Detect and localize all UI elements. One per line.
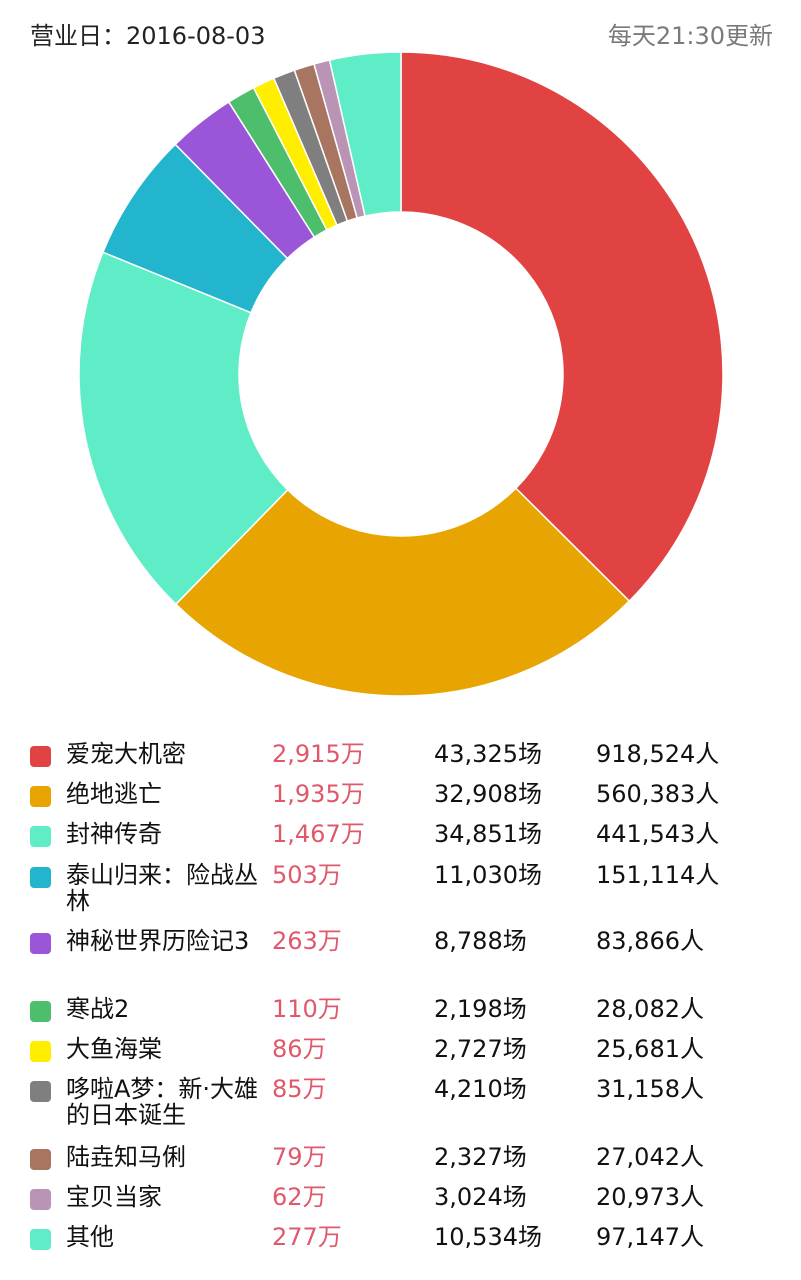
legend-film-name: 大鱼海棠 (66, 1035, 162, 1063)
donut-slice-2 (174, 487, 631, 697)
legend-row: 哆啦A梦：新·大雄的日本诞生 85万 4,210场 31,158人 (0, 1073, 801, 1141)
donut-slice-1 (400, 51, 724, 603)
legend-row: 其他 277万 10,534场 97,147人 (0, 1221, 801, 1261)
legend-swatch (30, 786, 51, 807)
legend-shows: 11,030场 (434, 861, 542, 889)
legend-box-office: 1,935万 (272, 780, 365, 808)
donut-slice-3 (78, 251, 289, 606)
legend-box-office: 1,467万 (272, 820, 365, 848)
legend-film-name: 绝地逃亡 (66, 780, 162, 808)
chart-header: 营业日：2016-08-03 每天21:30更新 (0, 0, 801, 60)
legend-box-office: 263万 (272, 927, 342, 955)
legend-attendance: 31,158人 (596, 1075, 704, 1103)
legend-box-office: 85万 (272, 1075, 327, 1103)
legend-attendance: 83,866人 (596, 927, 704, 955)
legend-attendance: 25,681人 (596, 1035, 704, 1063)
legend-shows: 2,727场 (434, 1035, 527, 1063)
legend-row: 陆垚知马俐 79万 2,327场 27,042人 (0, 1141, 801, 1181)
legend-row: 泰山归来：险战丛林 503万 11,030场 151,114人 (0, 859, 801, 925)
legend-shows: 2,327场 (434, 1143, 527, 1171)
business-date: 营业日：2016-08-03 (30, 22, 266, 50)
legend-swatch (30, 826, 51, 847)
legend-box-office: 503万 (272, 861, 342, 889)
legend-attendance: 27,042人 (596, 1143, 704, 1171)
legend-swatch (30, 746, 51, 767)
legend-shows: 34,851场 (434, 820, 542, 848)
legend-film-name: 其他 (66, 1223, 114, 1251)
legend-attendance: 560,383人 (596, 780, 720, 808)
legend-film-name: 哆啦A梦：新·大雄的日本诞生 (66, 1075, 259, 1129)
legend-film-name: 爱宠大机密 (66, 740, 186, 768)
legend-attendance: 97,147人 (596, 1223, 704, 1251)
donut-slice-11 (328, 51, 402, 217)
legend-attendance: 20,973人 (596, 1183, 704, 1211)
legend-row: 宝贝当家 62万 3,024场 20,973人 (0, 1181, 801, 1221)
legend-film-name: 宝贝当家 (66, 1183, 162, 1211)
legend-attendance: 918,524人 (596, 740, 720, 768)
legend-shows: 4,210场 (434, 1075, 527, 1103)
legend-attendance: 151,114人 (596, 861, 720, 889)
legend-film-name: 寒战2 (66, 995, 130, 1023)
legend-swatch (30, 1189, 51, 1210)
legend-swatch (30, 1229, 51, 1250)
legend-row: 神秘世界历险记3 263万 8,788场 83,866人 (0, 925, 801, 993)
legend-box-office: 277万 (272, 1223, 342, 1251)
legend-table: 爱宠大机密 2,915万 43,325场 918,524人绝地逃亡 1,935万 32,9… (0, 738, 801, 1261)
legend-swatch (30, 1001, 51, 1022)
update-note: 每天21:30更新 (607, 22, 773, 50)
legend-row: 爱宠大机密 2,915万 43,325场 918,524人 (0, 738, 801, 778)
legend-row: 绝地逃亡 1,935万 32,908场 560,383人 (0, 778, 801, 818)
legend-shows: 43,325场 (434, 740, 542, 768)
legend-shows: 32,908场 (434, 780, 542, 808)
legend-shows: 3,024场 (434, 1183, 527, 1211)
legend-box-office: 86万 (272, 1035, 327, 1063)
legend-row: 寒战2 110万 2,198场 28,082人 (0, 993, 801, 1033)
legend-box-office: 79万 (272, 1143, 327, 1171)
legend-row: 封神传奇 1,467万 34,851场 441,543人 (0, 818, 801, 859)
legend-film-name: 陆垚知马俐 (66, 1143, 186, 1171)
legend-shows: 8,788场 (434, 927, 527, 955)
legend-box-office: 62万 (272, 1183, 327, 1211)
legend-swatch (30, 1081, 51, 1102)
legend-shows: 2,198场 (434, 995, 527, 1023)
legend-swatch (30, 933, 51, 954)
legend-swatch (30, 867, 51, 888)
legend-swatch (30, 1149, 51, 1170)
legend-swatch (30, 1041, 51, 1062)
legend-box-office: 110万 (272, 995, 342, 1023)
legend-attendance: 441,543人 (596, 820, 720, 848)
legend-shows: 10,534场 (434, 1223, 542, 1251)
legend-box-office: 2,915万 (272, 740, 365, 768)
legend-film-name: 神秘世界历险记3 (66, 927, 250, 955)
legend-attendance: 28,082人 (596, 995, 704, 1023)
legend-film-name: 泰山归来：险战丛林 (66, 861, 258, 915)
legend-row: 大鱼海棠 86万 2,727场 25,681人 (0, 1033, 801, 1073)
legend-film-name: 封神传奇 (66, 820, 162, 848)
donut-chart (78, 51, 724, 697)
